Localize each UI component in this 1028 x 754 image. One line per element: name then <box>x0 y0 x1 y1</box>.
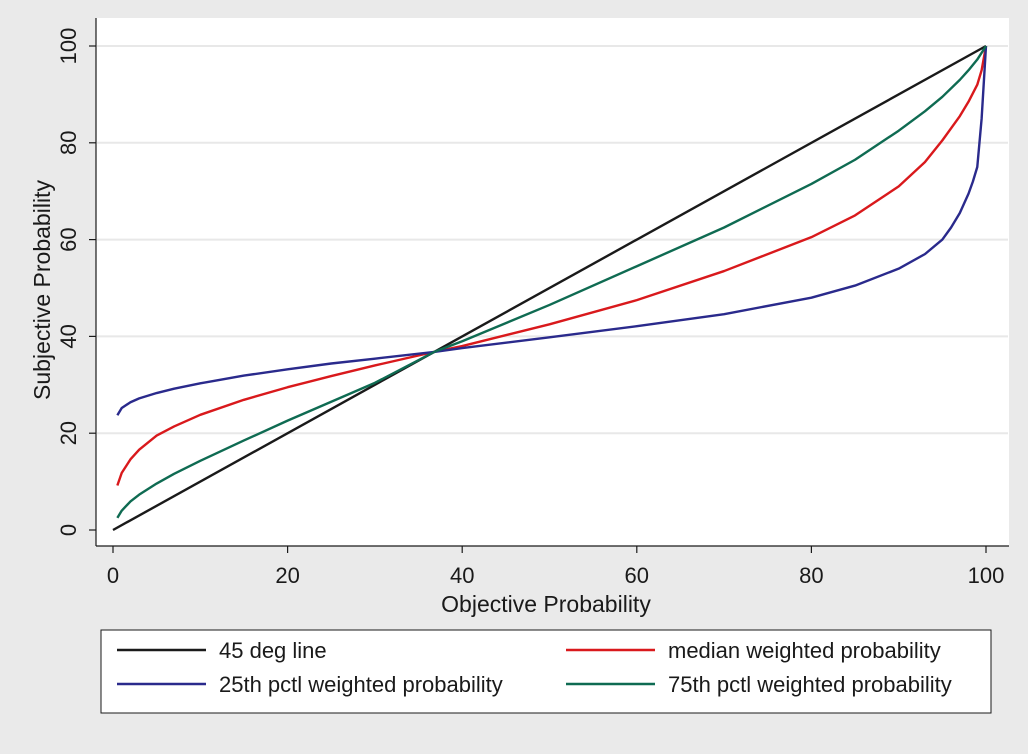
series <box>112 44 988 532</box>
x-tick-label: 100 <box>968 563 1005 588</box>
x-tick-label: 20 <box>275 563 299 588</box>
y-tick-label: 60 <box>56 227 81 251</box>
legend-box <box>100 629 992 714</box>
legend-label-1: median weighted probability <box>668 638 941 663</box>
series-line-2 <box>116 45 988 416</box>
legend-label-0: 45 deg line <box>219 638 327 663</box>
x-axis-label: Objective Probability <box>441 591 651 617</box>
series-line-0 <box>112 44 987 532</box>
axis-labels: Objective Probability Subjective Probabi… <box>29 180 651 617</box>
y-tick-label: 40 <box>56 324 81 348</box>
series-line-3 <box>116 45 988 519</box>
legend-label-3: 75th pctl weighted probability <box>668 672 952 697</box>
y-tick-label: 20 <box>56 421 81 445</box>
series-line-1 <box>116 45 988 486</box>
y-axis-label: Subjective Probability <box>29 180 55 400</box>
legend: 45 deg line median weighted probability 25… <box>100 629 992 714</box>
y-tick-label: 0 <box>56 524 81 536</box>
x-tick-label: 80 <box>799 563 823 588</box>
y-tick-label: 80 <box>56 131 81 155</box>
legend-label-2: 25th pctl weighted probability <box>219 672 503 697</box>
x-tick-label: 40 <box>450 563 474 588</box>
y-tick-label: 100 <box>56 28 81 65</box>
axes: 0 20 40 60 80 100 0 20 40 60 80 100 <box>56 18 1009 588</box>
plot-area <box>96 18 1009 546</box>
x-tick-label: 60 <box>625 563 649 588</box>
x-tick-label: 0 <box>107 563 119 588</box>
